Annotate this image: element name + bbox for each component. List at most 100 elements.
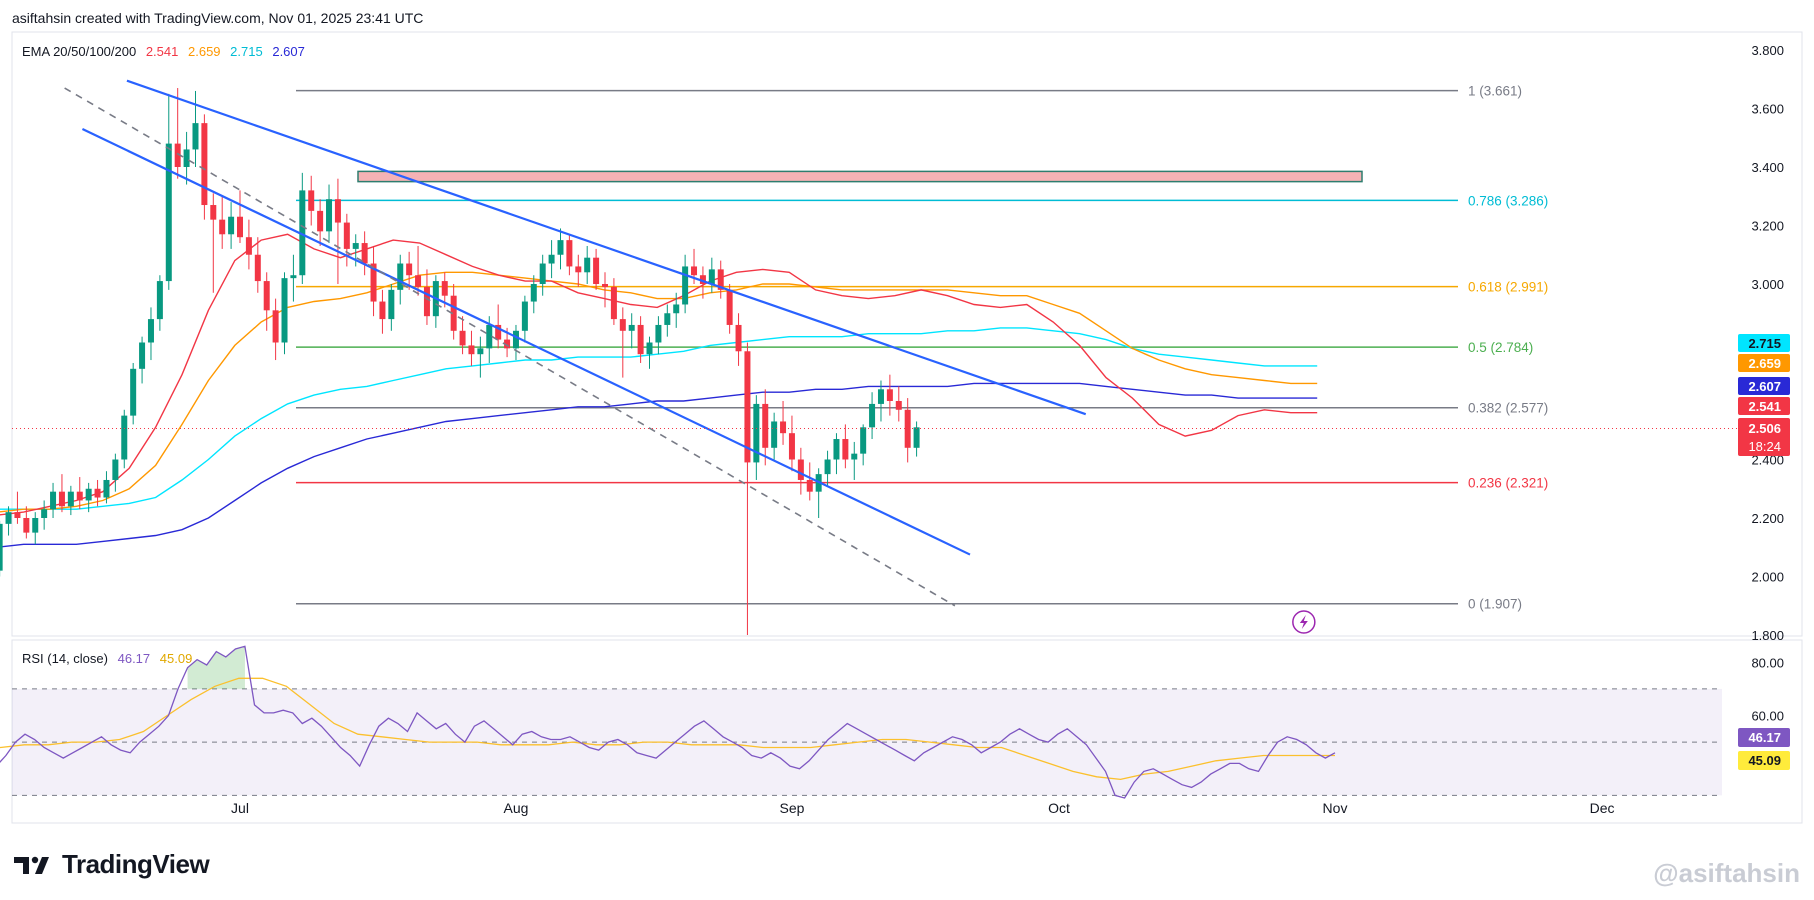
candle-up [165, 143, 172, 282]
candle-down [468, 345, 475, 355]
candle-down [23, 518, 30, 533]
candle-down [423, 286, 430, 317]
candle-down [459, 330, 466, 346]
rsi-line [0, 645, 1336, 799]
dashed-trendline [64, 87, 956, 607]
candle-up [388, 289, 395, 320]
candle-down [441, 281, 448, 296]
candle-down [699, 275, 706, 284]
candle-up [228, 216, 235, 235]
ema200-value: 2.607 [272, 44, 305, 59]
candle-up [833, 439, 840, 460]
chart-caption: asiftahsin created with TradingView.com,… [12, 10, 424, 26]
candle-down [58, 491, 65, 507]
candle-up [584, 257, 591, 273]
candle-down [237, 216, 243, 238]
candle-up [192, 123, 199, 150]
channel-trendline [126, 79, 1087, 416]
candle-up [112, 459, 119, 480]
price-tag: 2.607 [1748, 379, 1781, 394]
price-tick-label: 3.800 [1751, 43, 1784, 58]
tradingview-logo-text: TradingView [62, 849, 210, 879]
candle-up [869, 403, 876, 428]
tradingview-logo[interactable]: TradingView [14, 849, 210, 880]
price-tag-bg [1738, 334, 1790, 352]
candle-up [860, 427, 867, 454]
price-tag-bg [1738, 397, 1790, 415]
price-tick-label: 3.000 [1751, 277, 1784, 292]
candle-up [50, 491, 57, 510]
candle-up [130, 368, 137, 416]
candle-down [201, 123, 208, 206]
candle-down [619, 319, 626, 331]
candle-up [548, 254, 555, 264]
price-tag-bg [1738, 377, 1790, 395]
main-pane-frame [11, 31, 1803, 637]
candle-up [0, 523, 3, 571]
price-tick-label: 2.000 [1751, 570, 1784, 585]
candle-down [575, 266, 582, 273]
candle-down [495, 324, 502, 340]
candle-up [299, 190, 306, 276]
rsi-tick-label: 80.00 [1751, 655, 1784, 670]
candle-up [486, 324, 493, 349]
time-tick-label: Jul [231, 800, 249, 816]
candle-down [895, 401, 902, 410]
axes: 3.8003.6003.4003.2003.0002.8002.6002.400… [231, 43, 1790, 816]
candle-up [673, 304, 680, 314]
candle-up [281, 278, 288, 343]
candle-down [415, 275, 422, 287]
candle-down [806, 479, 813, 492]
ema100-value: 2.715 [230, 44, 263, 59]
tradingview-logo-icon [14, 856, 49, 874]
ema50-line [0, 271, 1318, 513]
candle-down [504, 339, 511, 349]
last-price-tag: 2.506 [1748, 421, 1781, 436]
rsi-legend[interactable]: RSI (14, close) 46.17 45.09 [22, 651, 198, 666]
candle-up [103, 479, 110, 498]
ema200-line [0, 382, 1318, 548]
candle-up [67, 491, 74, 507]
candle-up [771, 421, 778, 448]
candle-up [5, 512, 12, 524]
candle-down [406, 263, 413, 276]
rsi-ma-legend-value: 45.09 [159, 651, 193, 666]
candle-down [334, 199, 341, 223]
rsi-ma-tag: 45.09 [1748, 753, 1781, 768]
rsi-ma-tag-bg [1738, 751, 1790, 770]
candle-down [610, 286, 617, 320]
rsi-tag-bg [1738, 728, 1790, 747]
fib-level-label: 1 (3.661) [1468, 84, 1522, 99]
candle-up [183, 149, 190, 167]
ema50-value: 2.659 [188, 44, 221, 59]
candle-up [913, 427, 920, 448]
price-tick-label: 3.200 [1751, 219, 1784, 234]
ema20-value: 2.541 [145, 44, 179, 59]
candle-down [94, 488, 101, 498]
candle-up [708, 269, 715, 284]
candle-down [788, 433, 795, 460]
author-watermark: @asiftahsin [1653, 858, 1800, 888]
fib-level-label: 0 (1.907) [1468, 597, 1522, 612]
price-tick-label: 3.600 [1751, 102, 1784, 117]
bar-countdown: 18:24 [1748, 439, 1781, 454]
candle-down [317, 210, 324, 232]
candle-up [664, 313, 671, 325]
price-tick-label: 3.400 [1751, 160, 1784, 175]
ema-legend[interactable]: EMA 20/50/100/200 2.541 2.659 2.715 2.60… [22, 44, 311, 59]
rsi-legend-label: RSI (14, close) [22, 651, 108, 666]
candle-down [308, 190, 315, 211]
candle-up [477, 348, 484, 355]
fib-level-label: 0.618 (2.991) [1468, 280, 1548, 295]
candle-down [450, 295, 457, 331]
price-tick-label: 2.200 [1751, 511, 1784, 526]
fib-level-label: 0.382 (2.577) [1468, 401, 1548, 416]
main-plot: 1 (3.661) 0.786 (3.286) 0.618 (2.991) 0.5 (… [0, 79, 1740, 635]
fib-level-label: 0.786 (3.286) [1468, 193, 1548, 208]
candle-up [530, 284, 537, 302]
candle-up [326, 199, 333, 232]
candle-up [352, 243, 359, 249]
candle-up [512, 330, 519, 349]
price-tag: 2.541 [1748, 399, 1781, 414]
